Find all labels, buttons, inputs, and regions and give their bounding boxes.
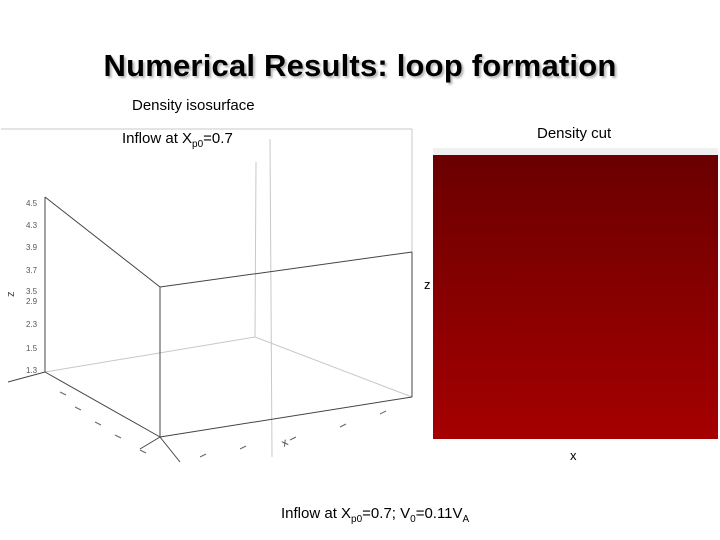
z-tick-label: 4.3 [26, 221, 38, 230]
caption-sub-2: 0 [410, 514, 416, 525]
z-tick-label: 3.9 [26, 243, 38, 252]
inflow-label-suffix: =0.7 [203, 130, 233, 147]
x-axis-title-3d: x [280, 436, 291, 449]
caption-part-3: =0.11V [415, 505, 463, 522]
inflow-label-sub: p0 [192, 139, 204, 150]
caption-sub-3: A [462, 514, 470, 525]
caption-sub-1: p0 [351, 514, 363, 525]
z-tick-label: 2.9 [26, 297, 38, 306]
slide-title: Numerical Results: loop formation [103, 48, 617, 83]
inflow-label: Inflow at Xp0=0.7 [122, 130, 233, 150]
z-axis-title: z [5, 292, 17, 298]
density-cut-label: Density cut [537, 125, 612, 142]
bottom-caption: Inflow at Xp0=0.7; V0=0.11VA [281, 505, 470, 525]
z-tick-label: 2.3 [26, 320, 38, 329]
x-axis-label: x [570, 448, 577, 463]
density-cut-heatmap [433, 155, 718, 439]
z-tick-label: 4.5 [26, 199, 38, 208]
z-axis-label: z [424, 277, 431, 292]
z-tick-label: 3.5 [26, 287, 38, 296]
density-cut-top-band [433, 148, 718, 155]
caption-part-1: Inflow at X [281, 505, 352, 522]
density-isosurface-plot: z 4.5 4.3 3.9 3.7 3.5 2.9 2.3 1.5 1.3 x [1, 128, 413, 463]
z-tick-label: 3.7 [26, 266, 38, 275]
z-tick-label: 1.5 [26, 344, 38, 353]
z-tick-label: 1.3 [26, 366, 38, 375]
caption-part-2: =0.7; V [362, 505, 411, 522]
density-isosurface-label: Density isosurface [132, 97, 255, 114]
inflow-label-prefix: Inflow at X [122, 130, 193, 147]
